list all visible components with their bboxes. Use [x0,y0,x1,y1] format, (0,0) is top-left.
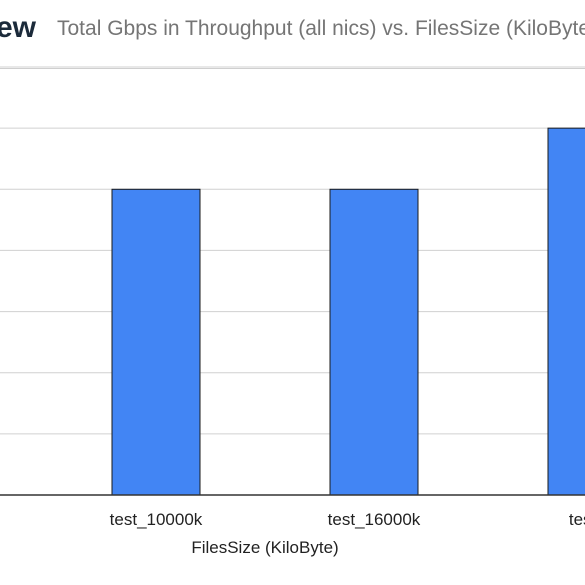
brand-logo-text: ew [0,11,37,44]
gridlines [0,66,585,435]
x-tick-label: test_10000k [110,510,203,529]
chart-title: Total Gbps in Throughput (all nics) vs. … [57,17,585,40]
x-axis-title: FilesSize (KiloByte) [191,538,339,557]
header-divider [0,68,585,69]
bar-test_16000k [329,188,419,496]
x-tick-labels: test_10000k test_16000k test_5 [110,510,585,529]
x-tick-label: test_5 [569,510,585,529]
bar-test_5 [547,127,585,496]
bars [111,127,585,496]
x-tick-label: test_16000k [328,510,421,529]
bar-test_10000k [111,188,201,496]
